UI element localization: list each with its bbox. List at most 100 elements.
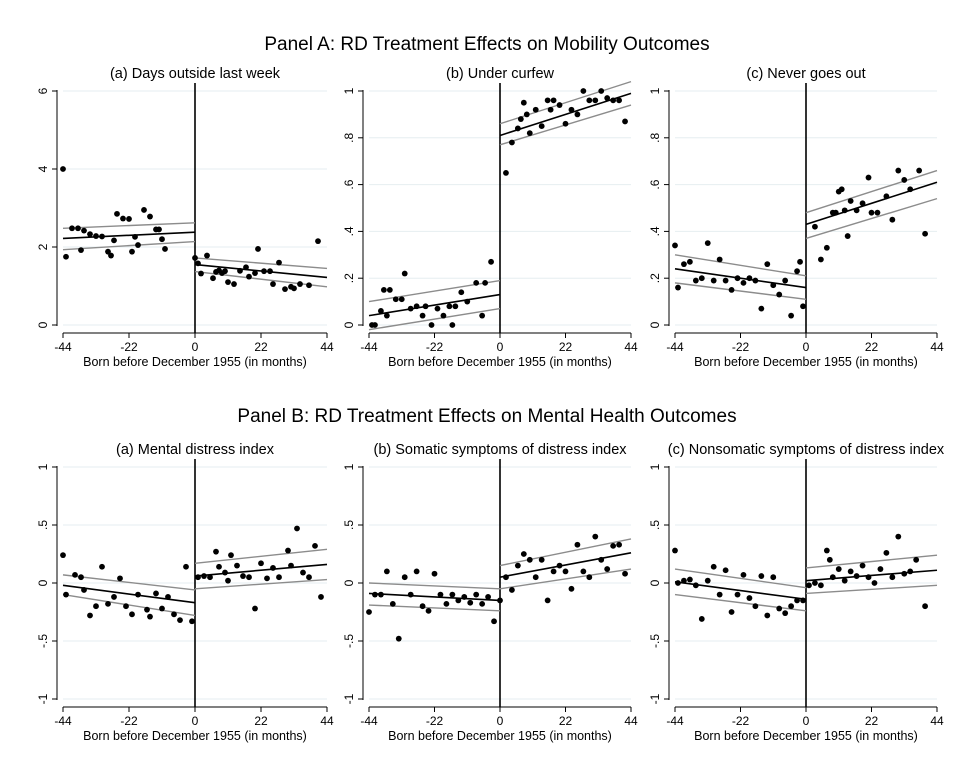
data-point: [895, 533, 902, 540]
ci-lower-right: [194, 578, 328, 590]
data-point: [431, 570, 438, 577]
data-point: [844, 233, 851, 239]
data-point: [616, 541, 622, 548]
data-point: [817, 256, 824, 263]
chart-title: (c) Nonsomatic symptoms of distress inde…: [668, 442, 945, 458]
data-point: [922, 230, 928, 237]
data-point: [592, 533, 599, 540]
data-point: [672, 547, 678, 554]
data-point: [764, 261, 771, 268]
y-tick-label: .5: [648, 520, 662, 530]
fit-line-left: [368, 592, 501, 602]
data-point: [198, 270, 204, 277]
data-point: [586, 574, 593, 581]
data-point: [318, 594, 324, 600]
data-point: [81, 227, 87, 234]
data-point: [147, 213, 153, 220]
y-tick-label: 6: [36, 87, 50, 94]
data-point: [889, 574, 896, 581]
y-tick-label: 1: [342, 87, 356, 94]
data-point: [488, 258, 494, 265]
x-tick-label: 22: [865, 340, 879, 354]
y-tick-label: 0: [342, 579, 356, 586]
data-point: [129, 248, 135, 255]
data-point: [523, 111, 530, 118]
data-point: [246, 273, 252, 280]
data-point: [847, 568, 854, 575]
data-point: [392, 296, 399, 303]
ci-upper-left: [62, 574, 196, 591]
data-point: [276, 259, 282, 266]
data-point: [895, 167, 902, 174]
data-point: [464, 298, 471, 305]
data-point: [692, 582, 699, 589]
data-point: [135, 242, 141, 248]
data-point: [132, 233, 138, 240]
x-tick-label: 0: [497, 714, 504, 728]
chart-a-2: (c) Never goes out 0 .2 .4 .6 .8 1 -44 -22 0 22 44 B…: [648, 66, 944, 369]
data-point: [776, 291, 783, 298]
data-point: [111, 237, 117, 244]
data-point: [213, 548, 219, 555]
data-point: [378, 308, 384, 314]
x-tick-label: 44: [624, 714, 638, 728]
x-tick-label: 44: [320, 340, 334, 354]
data-point: [171, 611, 177, 618]
x-axis-label: Born before December 1955 (in months): [388, 355, 612, 369]
data-point: [574, 541, 581, 548]
data-point: [794, 597, 800, 604]
data-point: [598, 556, 605, 563]
data-point: [817, 582, 824, 589]
data-point: [538, 123, 545, 129]
data-point: [698, 616, 705, 622]
data-point: [458, 289, 465, 296]
data-point: [716, 256, 723, 263]
data-point: [413, 303, 420, 310]
data-point: [568, 106, 575, 113]
data-point: [491, 618, 497, 625]
ci-lower-right: [805, 197, 938, 240]
data-point: [225, 279, 231, 285]
data-point: [419, 603, 426, 610]
y-tick-label: 4: [36, 165, 50, 172]
y-tick-label: .8: [648, 132, 662, 142]
data-point: [758, 573, 765, 579]
data-point: [386, 287, 393, 293]
data-point: [291, 285, 297, 292]
data-point: [913, 556, 920, 563]
y-tick-label: -.5: [648, 634, 662, 648]
data-point: [204, 252, 210, 259]
data-point: [192, 255, 198, 261]
data-point: [222, 268, 228, 275]
data-point: [422, 303, 429, 310]
x-tick-label: 0: [192, 714, 199, 728]
data-point: [87, 231, 93, 238]
data-point: [78, 574, 84, 581]
x-tick-label: 0: [497, 340, 504, 354]
x-tick-label: 44: [930, 714, 944, 728]
data-point: [153, 590, 159, 597]
fit-line-right: [805, 181, 938, 226]
x-tick-label: -44: [54, 340, 72, 354]
data-point: [497, 597, 503, 604]
data-point: [75, 225, 81, 232]
data-point: [105, 600, 111, 607]
data-point: [752, 277, 759, 284]
x-tick-label: 0: [192, 340, 199, 354]
y-tick-label: -1: [342, 693, 356, 704]
data-point: [195, 574, 201, 581]
data-point: [776, 605, 783, 612]
data-point: [503, 574, 509, 581]
data-point: [479, 600, 486, 607]
y-tick-label: .4: [648, 226, 662, 236]
x-tick-label: -44: [360, 714, 378, 728]
data-point: [177, 617, 183, 624]
x-tick-label: -44: [360, 340, 378, 354]
data-point: [93, 233, 99, 239]
data-point: [270, 565, 276, 571]
y-tick-label: .6: [648, 179, 662, 189]
data-point: [225, 577, 231, 584]
y-tick-label: 0: [36, 321, 50, 328]
data-point: [604, 566, 611, 572]
